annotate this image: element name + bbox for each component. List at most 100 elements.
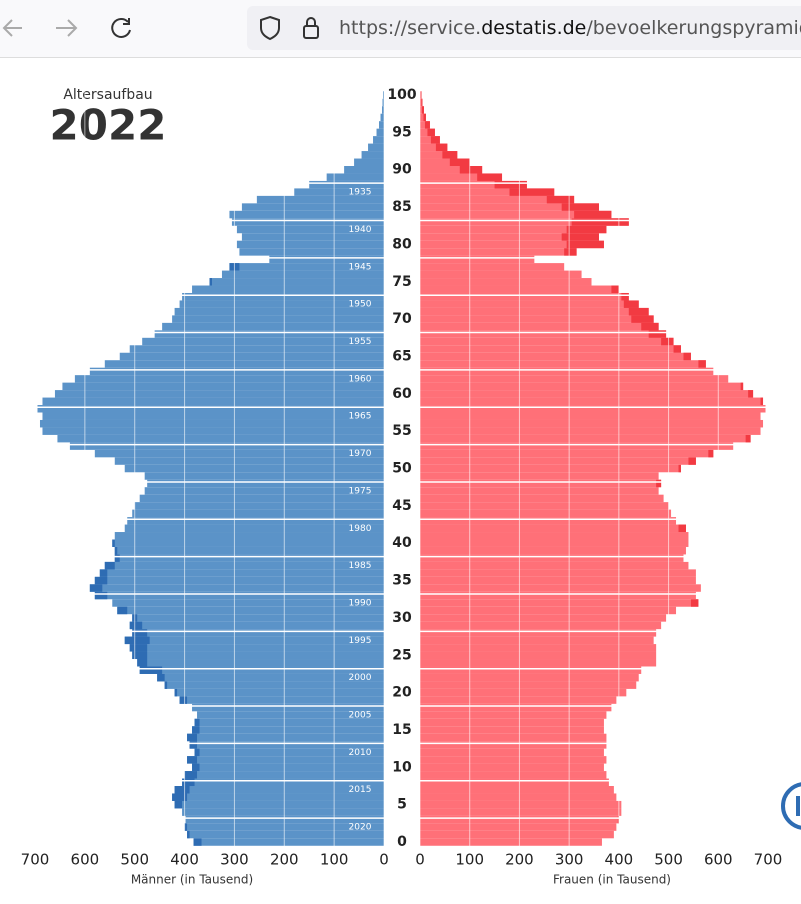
bar <box>94 576 384 585</box>
bar <box>420 539 689 547</box>
bar <box>420 584 701 592</box>
reload-button[interactable] <box>111 17 131 38</box>
surplus-bar <box>194 748 200 757</box>
bar <box>182 292 384 301</box>
bar <box>420 136 440 144</box>
bar <box>420 210 612 219</box>
surplus-bar <box>114 546 118 555</box>
surplus-bar <box>423 113 426 122</box>
bar <box>162 322 384 331</box>
x-tick-label: 300 <box>220 851 249 869</box>
surplus-bar <box>459 165 483 174</box>
chart-year: 2022 <box>50 101 167 150</box>
bar <box>420 113 426 122</box>
x-tick-label: 500 <box>120 851 149 869</box>
bar <box>420 741 607 749</box>
bar <box>420 763 604 772</box>
surplus-bar <box>192 726 200 734</box>
url-icons <box>260 15 319 41</box>
bar <box>420 778 609 787</box>
surplus-bar <box>94 591 108 600</box>
bar <box>179 300 384 308</box>
play-circle[interactable] <box>781 782 801 830</box>
bar <box>420 91 422 99</box>
y-tick-label: 5 <box>397 797 407 813</box>
bar <box>174 688 384 697</box>
bar <box>382 98 384 107</box>
surplus-bar <box>94 576 108 585</box>
bar <box>420 442 734 450</box>
bar <box>194 718 384 727</box>
birth-year-label: 1940 <box>349 225 372 235</box>
surplus-bar <box>435 143 448 152</box>
bar <box>420 307 649 316</box>
bar <box>420 494 664 503</box>
surplus-bar <box>182 778 195 787</box>
bar <box>420 300 639 308</box>
y-tick-label: 65 <box>392 348 411 364</box>
surplus-bar <box>129 621 143 630</box>
bar <box>231 218 384 226</box>
bar <box>420 225 607 234</box>
surplus-bar <box>99 569 108 577</box>
back-button[interactable] <box>2 19 22 37</box>
bar <box>379 121 384 129</box>
birth-year-label: 2000 <box>349 673 372 683</box>
bar <box>241 233 384 241</box>
x-tick-label: 400 <box>605 851 634 869</box>
bar <box>239 248 384 256</box>
bar <box>179 696 384 704</box>
bar <box>174 786 384 794</box>
bar <box>94 591 384 600</box>
bar <box>420 412 761 420</box>
bar <box>139 666 384 674</box>
bar <box>420 479 662 488</box>
forward-button[interactable] <box>56 19 78 37</box>
birth-year-label: 1955 <box>349 337 372 347</box>
surplus-bar <box>564 248 577 256</box>
bar <box>137 659 384 667</box>
bar <box>420 218 629 226</box>
bar <box>39 419 384 428</box>
bar <box>420 263 565 271</box>
bar <box>309 180 384 189</box>
bar <box>182 808 384 816</box>
bar <box>420 151 458 159</box>
x-tick-label: 600 <box>71 851 100 869</box>
bar <box>420 629 657 637</box>
surplus-bar <box>189 741 198 749</box>
bar <box>144 472 384 480</box>
bar <box>420 427 761 435</box>
bar <box>420 703 612 712</box>
url-text: https://service.destatis.de/bevoelkerung… <box>339 17 801 39</box>
bar <box>57 434 384 443</box>
play-bar[interactable] <box>796 796 800 816</box>
bar <box>112 599 385 607</box>
bar <box>157 673 384 682</box>
bar <box>74 375 384 383</box>
surplus-bar <box>184 823 188 831</box>
birth-year-label: 1935 <box>349 188 372 198</box>
bar <box>420 240 604 249</box>
bar <box>420 756 607 764</box>
bar <box>69 442 385 450</box>
url-bar[interactable]: https://service.destatis.de/bevoelkerung… <box>247 6 801 50</box>
bar <box>127 517 384 525</box>
birth-year-label: 2020 <box>349 823 372 833</box>
bar <box>132 651 384 660</box>
surplus-bar <box>683 352 691 361</box>
bar <box>182 778 384 787</box>
surplus-bar <box>442 151 458 159</box>
y-tick-label: 10 <box>392 759 412 775</box>
play-button[interactable] <box>781 782 801 830</box>
bar <box>344 165 384 174</box>
bar <box>420 614 667 622</box>
bar <box>420 255 535 264</box>
bar <box>420 711 607 719</box>
bar <box>420 397 764 406</box>
bar <box>112 539 385 547</box>
bar <box>241 203 384 211</box>
y-tick-label: 55 <box>392 423 411 439</box>
x-tick-label: 700 <box>754 851 783 869</box>
bar <box>192 703 384 712</box>
